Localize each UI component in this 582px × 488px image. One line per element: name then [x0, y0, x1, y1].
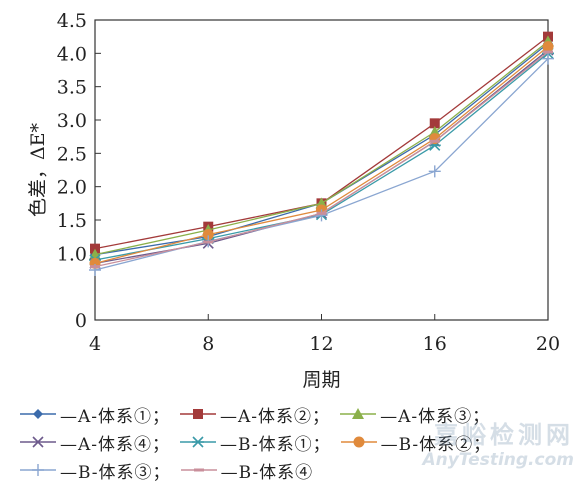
legend-item: —B-体系④: [179, 458, 314, 483]
legend-label: —A-体系③；: [380, 406, 491, 427]
legend-marker: [32, 464, 44, 476]
legend-item: —A-体系③；: [338, 402, 490, 427]
legend-swatch: [180, 436, 217, 448]
legend-label: —B-体系①；: [220, 434, 331, 455]
data-point: [542, 52, 554, 65]
legend-row: —A-体系①； —A-体系②； —A-体系③；: [18, 400, 578, 428]
legend-label: —B-体系③；: [60, 462, 171, 483]
legend-swatch: [180, 468, 217, 472]
legend-item: —A-体系①；: [18, 402, 170, 427]
y-tick-label: 3.0: [57, 110, 87, 132]
data-point: [429, 118, 440, 129]
y-tick-label: 4.0: [57, 43, 87, 65]
legend-swatch: [20, 409, 56, 419]
plot-frame: [94, 19, 549, 321]
series-6: [89, 41, 554, 269]
x-tick-label: 8: [202, 333, 214, 355]
legend-marker: [33, 409, 43, 419]
x-tick-label: 16: [423, 333, 447, 355]
y-tick-label: 0: [75, 310, 87, 332]
series-5: [89, 47, 554, 266]
series-3: [89, 35, 554, 260]
legend-swatch: [20, 436, 56, 448]
legend-marker: [193, 409, 204, 419]
series-8: [90, 50, 553, 269]
legend-label: —B-体系②；: [380, 434, 492, 455]
y-tick-label: 2.0: [57, 177, 87, 199]
series-line: [94, 40, 549, 256]
y-tick-label: 3.5: [57, 77, 87, 99]
x-tick-label: 12: [309, 333, 333, 355]
y-tick-label: 1.0: [57, 243, 87, 265]
series-line: [94, 52, 549, 261]
legend-item: —B-体系②；: [339, 430, 492, 455]
y-tick-label: 2.5: [57, 143, 87, 165]
series-line: [94, 49, 549, 264]
series-line: [94, 51, 549, 268]
legend-marker: [353, 436, 365, 448]
legend-marker: [352, 408, 365, 419]
watermark-en: AnyTesting.com: [422, 450, 574, 470]
legend-item: —A-体系④；: [18, 430, 170, 455]
legend-label: —A-体系④；: [60, 434, 171, 455]
y-tick-label: 4.5: [57, 10, 87, 32]
legend-swatch: [20, 464, 56, 476]
data-point: [315, 209, 328, 222]
x-axis-label: 周期: [302, 369, 340, 391]
series-line: [94, 42, 549, 256]
data-point: [428, 165, 441, 178]
y-axis-label: 色差，ΔE*: [27, 122, 49, 217]
line-chart: 0 1.0 1.5 2.0 2.5 3.0 3.5 4.0 4.5 4 8 12 16 20 周期 色差，ΔE…: [27, 10, 560, 391]
series-line: [94, 58, 549, 271]
watermark-cn: 嘉峪检测网: [434, 421, 574, 449]
legend-marker: [32, 436, 44, 448]
x-tick-label: 20: [536, 333, 560, 355]
series-1: [90, 38, 553, 260]
x-tick-label: 4: [89, 333, 101, 355]
legend-swatch: [180, 409, 217, 419]
legend-label: —A-体系②；: [220, 406, 331, 427]
series-line: [94, 46, 549, 264]
data-point: [542, 41, 554, 53]
series-4: [89, 44, 554, 269]
y-tick-label: 1.5: [57, 210, 87, 232]
legend-item: —B-体系①；: [178, 430, 331, 455]
watermark: 嘉峪检测网 AnyTesting.com: [422, 415, 574, 470]
legend-item: —B-体系③；: [18, 458, 171, 483]
legend-swatch: [340, 408, 377, 419]
legend-label: —B-体系④: [220, 462, 314, 483]
chart-legend: —A-体系①； —A-体系②； —A-体系③； —A-体系④； —B-体系①； —B-体系…: [18, 400, 578, 484]
legend-item: —A-体系②；: [178, 402, 330, 427]
legend-label: —A-体系①；: [60, 406, 171, 427]
legend-row: —A-体系④； —B-体系①； —B-体系②；: [18, 428, 578, 456]
series-7: [89, 52, 554, 276]
data-point: [202, 229, 214, 241]
legend-row: —B-体系③； —B-体系④: [18, 456, 578, 484]
legend-marker: [192, 436, 205, 448]
legend-swatch: [340, 436, 377, 448]
